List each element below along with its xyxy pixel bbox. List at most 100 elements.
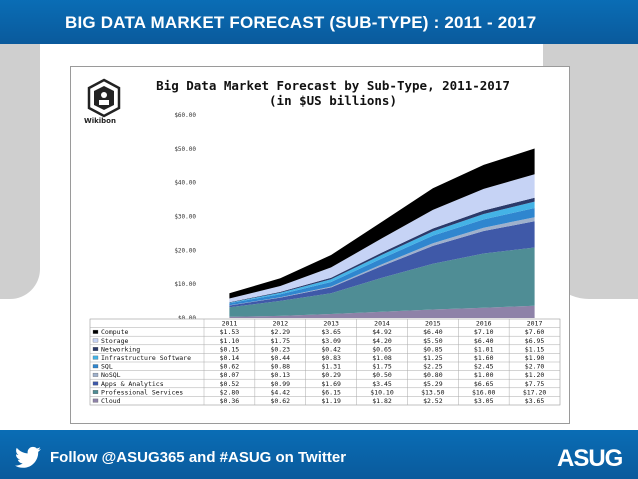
data-label: $0.14 bbox=[220, 354, 240, 362]
data-label: $0.99 bbox=[270, 380, 290, 388]
legend-swatch bbox=[92, 338, 99, 343]
asug-logo-text: ASUG bbox=[557, 445, 623, 470]
data-label: $1.69 bbox=[321, 380, 341, 388]
data-label: $2.80 bbox=[220, 388, 240, 396]
twitter-bird-icon[interactable] bbox=[14, 446, 42, 468]
y-tick-label: $60.00 bbox=[174, 112, 196, 119]
data-label: $0.83 bbox=[321, 354, 341, 362]
data-label: $1.31 bbox=[321, 363, 341, 371]
data-label: $3.65 bbox=[321, 328, 341, 336]
area-networking bbox=[229, 197, 535, 303]
data-label: $0.13 bbox=[270, 371, 290, 379]
data-label: $1.19 bbox=[321, 397, 341, 405]
chart-title: Big Data Market Forecast by Sub-Type, 20… bbox=[128, 78, 538, 108]
legend-entry: Apps & Analytics bbox=[101, 380, 164, 388]
data-label: $6.95 bbox=[525, 337, 545, 345]
legend-swatch bbox=[92, 398, 99, 403]
legend-swatch bbox=[92, 364, 99, 369]
table-year-header: 2013 bbox=[323, 320, 339, 328]
data-label: $10.10 bbox=[370, 388, 394, 396]
data-label: $0.62 bbox=[270, 397, 290, 405]
data-label: $0.07 bbox=[220, 371, 240, 379]
y-tick-label: $0.00 bbox=[178, 315, 196, 322]
legend-entry: Professional Services bbox=[101, 388, 183, 396]
legend-swatch bbox=[92, 381, 99, 386]
table-year-header: 2011 bbox=[222, 320, 238, 328]
chart-subtitle: (in $US billions) bbox=[269, 93, 397, 108]
legend-swatch bbox=[92, 390, 99, 394]
data-label: $0.42 bbox=[321, 345, 341, 353]
asug-logo: ASUG bbox=[557, 445, 624, 470]
table-year-header: 2014 bbox=[374, 320, 390, 328]
legend-entry: NoSQL bbox=[101, 371, 121, 379]
data-label: $13.50 bbox=[421, 388, 445, 396]
data-label: $0.62 bbox=[220, 363, 240, 371]
data-label: $0.36 bbox=[220, 397, 240, 405]
data-label: $0.65 bbox=[372, 345, 392, 353]
data-label: $0.52 bbox=[220, 380, 240, 388]
data-label: $1.15 bbox=[525, 345, 545, 353]
legend-entry: Compute bbox=[101, 328, 128, 336]
data-label: $1.00 bbox=[474, 371, 494, 379]
data-label: $3.05 bbox=[474, 397, 494, 405]
data-label: $1.75 bbox=[372, 363, 392, 371]
data-label: $1.08 bbox=[372, 354, 392, 362]
header-bar bbox=[0, 0, 638, 44]
area-sql bbox=[229, 208, 535, 306]
data-label: $7.10 bbox=[474, 328, 494, 336]
data-label: $2.29 bbox=[270, 328, 290, 336]
decorative-panel-left bbox=[0, 44, 40, 299]
data-label: $5.29 bbox=[423, 380, 443, 388]
wikibon-logo-icon bbox=[87, 78, 121, 118]
data-label: $16.00 bbox=[472, 388, 496, 396]
data-label: $6.15 bbox=[321, 388, 341, 396]
area-cloud bbox=[229, 305, 535, 318]
area-nosql bbox=[229, 217, 535, 306]
data-label: $2.70 bbox=[525, 363, 545, 371]
y-tick-label: $20.00 bbox=[174, 247, 196, 254]
y-tick-label: $30.00 bbox=[174, 214, 196, 221]
table-year-header: 2012 bbox=[272, 320, 288, 328]
footer-follow-text[interactable]: Follow @ASUG365 and #ASUG on Twitter bbox=[50, 449, 347, 466]
table-year-header: 2016 bbox=[476, 320, 492, 328]
data-label: $2.25 bbox=[423, 363, 443, 371]
data-label: $5.50 bbox=[423, 337, 443, 345]
data-label: $17.20 bbox=[523, 388, 547, 396]
data-label: $0.50 bbox=[372, 371, 392, 379]
data-label: $3.45 bbox=[372, 380, 392, 388]
footer-bar bbox=[0, 430, 638, 479]
area-apps-analytics bbox=[229, 221, 535, 308]
data-label: $0.44 bbox=[270, 354, 290, 362]
page-title: BIG DATA MARKET FORECAST (SUB-TYPE) : 20… bbox=[65, 13, 537, 32]
data-label: $7.75 bbox=[525, 380, 545, 388]
legend-swatch bbox=[92, 372, 99, 377]
data-label: $1.75 bbox=[270, 337, 290, 345]
data-label: $1.20 bbox=[525, 371, 545, 379]
legend-swatch bbox=[92, 329, 99, 334]
data-label: $3.09 bbox=[321, 337, 341, 345]
data-label: $1.10 bbox=[220, 337, 240, 345]
data-label: $2.52 bbox=[423, 397, 443, 405]
area-professional-services bbox=[229, 247, 535, 317]
table-year-header: 2015 bbox=[425, 320, 441, 328]
data-label: $0.15 bbox=[220, 345, 240, 353]
data-label: $1.90 bbox=[525, 354, 545, 362]
data-label: $0.88 bbox=[270, 363, 290, 371]
data-label: $0.85 bbox=[423, 345, 443, 353]
data-label: $7.60 bbox=[525, 328, 545, 336]
legend-entry: SQL bbox=[101, 363, 113, 371]
y-tick-label: $50.00 bbox=[174, 146, 196, 153]
y-tick-label: $40.00 bbox=[174, 180, 196, 187]
legend-swatch bbox=[92, 355, 99, 360]
legend-entry: Storage bbox=[101, 337, 128, 345]
data-label: $0.80 bbox=[423, 371, 443, 379]
area-compute bbox=[229, 148, 535, 299]
data-label: $6.40 bbox=[423, 328, 443, 336]
data-label: $1.60 bbox=[474, 354, 494, 362]
data-label: $1.25 bbox=[423, 354, 443, 362]
legend-entry: Infrastructure Software bbox=[101, 354, 191, 362]
area-storage bbox=[229, 174, 535, 303]
data-label: $0.29 bbox=[321, 371, 341, 379]
data-label: $4.42 bbox=[270, 388, 290, 396]
